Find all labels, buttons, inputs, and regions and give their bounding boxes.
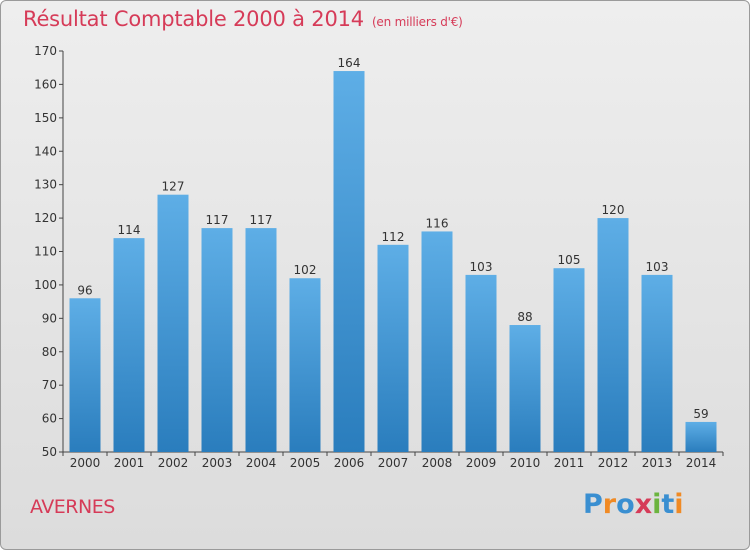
town-name: AVERNES [30, 496, 115, 518]
x-tick-label-2000: 2000 [70, 456, 101, 470]
bar-2009 [465, 274, 497, 452]
data-label-2011: 105 [558, 253, 581, 267]
data-label-2007: 112 [382, 230, 405, 244]
x-tick-label-2011: 2011 [554, 456, 585, 470]
data-label-2014: 59 [693, 407, 708, 421]
axes: 50 60 70 80 90 100 110 120 130 140 150 160 170 2000 20… [34, 44, 724, 470]
y-tick-label: 130 [34, 178, 57, 192]
y-tick-label: 100 [34, 278, 57, 292]
bar-2006 [333, 71, 365, 453]
data-label-2003: 117 [206, 213, 229, 227]
data-label-2001: 114 [118, 223, 141, 237]
x-tick-label-2003: 2003 [202, 456, 233, 470]
bars [69, 71, 717, 453]
data-label-2008: 116 [426, 216, 449, 230]
data-labels: 96 114 127 117 117 102 164 112 116 103 88 105 120 103… [77, 56, 708, 421]
data-label-2004: 117 [250, 213, 273, 227]
logo-letter: i [652, 489, 662, 520]
bar-2011 [553, 268, 585, 452]
x-tick-label-2002: 2002 [158, 456, 189, 470]
data-label-2009: 103 [470, 260, 493, 274]
logo-letter: P [583, 489, 603, 520]
data-label-2000: 96 [77, 283, 92, 297]
y-tick-label: 50 [42, 445, 57, 459]
x-tick-label-2010: 2010 [510, 456, 541, 470]
x-tick-label-2006: 2006 [334, 456, 365, 470]
logo-letter: t [661, 489, 675, 520]
x-tick-label-2005: 2005 [290, 456, 321, 470]
bar-2013 [641, 274, 673, 452]
data-label-2005: 102 [294, 263, 317, 277]
y-tick-label: 170 [34, 44, 57, 58]
logo-letter: i [674, 489, 684, 520]
y-tick-label: 150 [34, 111, 57, 125]
bar-2010 [509, 325, 541, 452]
bar-2007 [377, 244, 409, 452]
data-label-2002: 127 [162, 180, 185, 194]
data-label-2012: 120 [602, 203, 625, 217]
x-tick-label-2004: 2004 [246, 456, 277, 470]
y-tick-label: 90 [42, 311, 57, 325]
proxiti-logo[interactable]: Proxiti [583, 489, 684, 520]
bar-2005 [289, 278, 321, 452]
x-tick-label-2007: 2007 [378, 456, 409, 470]
y-tick-label: 140 [34, 144, 57, 158]
logo-letter: x [634, 489, 653, 520]
y-tick-label: 160 [34, 77, 57, 91]
chart-title: Résultat Comptable 2000 à 2014 (en millie… [23, 7, 463, 31]
x-tick-label-2001: 2001 [114, 456, 145, 470]
logo-letter: r [602, 489, 617, 520]
bar-2002 [157, 194, 189, 453]
data-label-2010: 88 [517, 310, 532, 324]
data-label-2006: 164 [338, 56, 361, 70]
data-label-2013: 103 [646, 260, 669, 274]
y-tick-label: 70 [42, 378, 57, 392]
chart-subtitle: (en milliers d'€) [371, 15, 463, 29]
x-tick-label-2013: 2013 [642, 456, 673, 470]
bar-2014 [685, 421, 717, 452]
logo-letter: o [616, 489, 635, 520]
x-tick-label-2014: 2014 [686, 456, 717, 470]
bar-2008 [421, 231, 453, 452]
bar-2003 [201, 228, 233, 452]
bar-2004 [245, 228, 277, 452]
chart-title-text: Résultat Comptable 2000 à 2014 [23, 7, 364, 31]
x-tick-label-2008: 2008 [422, 456, 453, 470]
y-tick-label: 60 [42, 412, 57, 426]
x-tick-label-2012: 2012 [598, 456, 629, 470]
bar-2012 [597, 218, 629, 452]
y-tick-label: 120 [34, 211, 57, 225]
bar-2000 [69, 298, 101, 452]
y-tick-label: 80 [42, 345, 57, 359]
bar-2001 [113, 238, 145, 452]
y-tick-label: 110 [34, 245, 57, 259]
x-tick-label-2009: 2009 [466, 456, 497, 470]
